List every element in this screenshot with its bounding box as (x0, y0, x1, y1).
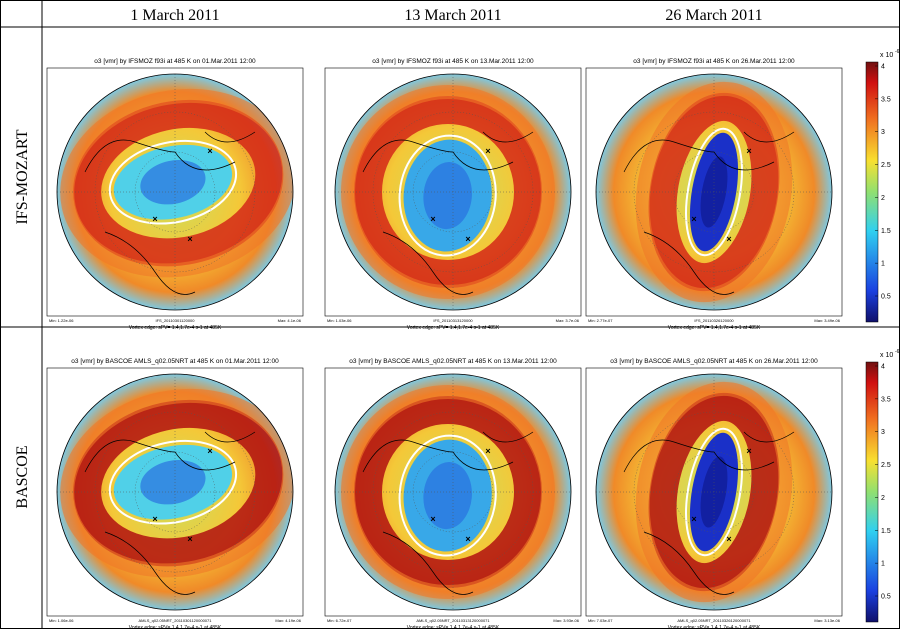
column-header: 26 March 2011 (665, 7, 762, 24)
colorbar-tick-label: 2 (881, 495, 885, 502)
station-marker: × (485, 446, 490, 456)
colorbar-tick-label: 1 (881, 561, 885, 568)
colorbar-tick-label: 1.5 (881, 528, 891, 535)
panel-title: o3 [vmr] by IFSMOZ f93i at 485 K on 01.M… (94, 58, 256, 65)
colorbar-tick-label: 1 (881, 261, 885, 268)
map: × × × (335, 374, 571, 610)
min-label: Min: 6.72e-07 (327, 618, 352, 623)
colorbar-tick-label: 1.5 (881, 228, 891, 235)
vortex-caption: Vortex edge: sPV= 1.4,1.7e-4 s-1 at 485K (129, 325, 222, 331)
station-marker: × (726, 234, 731, 244)
panel-title: o3 [vmr] by IFSMOZ f93i at 485 K on 13.M… (372, 58, 534, 65)
map-layer: × × × (596, 374, 832, 610)
colorbar-tick-label: 3 (881, 129, 885, 136)
file-label: IFS_20110326120000 (694, 318, 734, 323)
min-label: Min: 7.03e-07 (588, 618, 613, 623)
colorbar-exponent-base: x 10 (880, 52, 893, 59)
station-marker: × (430, 514, 435, 524)
station-marker: × (187, 234, 192, 244)
vortex-caption: Vortex edge: sPV= 1.4,1.7e-4 s-1 at 485K (668, 625, 761, 629)
colorbar-tick-label: 2.5 (881, 462, 891, 469)
min-label: Min: 1.06e-06 (49, 618, 74, 623)
file-label: AMLS_q02.05NRT_20110313120000071 (416, 618, 490, 623)
map: × × × (596, 74, 832, 310)
station-marker: × (207, 146, 212, 156)
colorbar-exponent: -6 (895, 349, 900, 355)
vortex-caption: Vortex edge: sPV= 1.4,1.7e-4 s-1 at 485K (129, 625, 222, 629)
station-marker: × (430, 214, 435, 224)
colorbar-tick-label: 4 (881, 364, 885, 371)
min-label: Min: 1.22e-06 (49, 318, 74, 323)
file-label: AMLS_q02.05NRT_20110301120000071 (139, 618, 213, 623)
station-marker: × (485, 146, 490, 156)
file-label: IFS_20110313120000 (433, 318, 473, 323)
colorbar-tick-label: 2 (881, 195, 885, 202)
row-header: BASCOE (14, 445, 31, 508)
max-label: Max: 3.93e-06 (553, 618, 579, 623)
colorbar-tick-label: 2.5 (881, 162, 891, 169)
vortex-caption: Vortex edge: sPV= 1.4,1.7e-4 s-1 at 485K (407, 325, 500, 331)
vortex-caption: Vortex edge: sPV= 1.4,1.7e-4 s-1 at 485K (668, 325, 761, 331)
colorbar-tick-label: 4 (881, 64, 885, 71)
panel-title: o3 [vmr] by BASCOE AMLS_q02.05NRT at 485… (71, 358, 279, 365)
colorbar-exponent: -6 (895, 49, 900, 55)
colorbar-tick-label: 3 (881, 429, 885, 436)
file-label: AMLS_q02.05NRT_20110326120000071 (677, 618, 751, 623)
max-label: Max: 3.13e-06 (814, 618, 840, 623)
station-marker: × (187, 534, 192, 544)
station-marker: × (726, 534, 731, 544)
min-label: Min: 1.03e-06 (327, 318, 352, 323)
colorbar (866, 62, 878, 322)
map: × × × (335, 74, 571, 310)
station-marker: × (691, 514, 696, 524)
station-marker: × (465, 234, 470, 244)
row-header: IFS-MOZART (14, 129, 31, 224)
file-label: IFS_20110301120000 (156, 318, 196, 323)
station-marker: × (152, 214, 157, 224)
station-marker: × (691, 214, 696, 224)
station-marker: × (207, 446, 212, 456)
max-label: Max: 3.7e-06 (556, 318, 580, 323)
station-marker: × (465, 534, 470, 544)
panel-title: o3 [vmr] by IFSMOZ f93i at 485 K on 26.M… (633, 58, 795, 65)
station-marker: × (152, 514, 157, 524)
min-label: Min: 2.77e-07 (588, 318, 613, 323)
colorbar-tick-label: 3.5 (881, 396, 891, 403)
colorbar-tick-label: 0.5 (881, 594, 891, 601)
max-label: Max: 3.49e-06 (814, 318, 840, 323)
column-header: 1 March 2011 (130, 7, 219, 24)
station-marker: × (746, 446, 751, 456)
column-header: 13 March 2011 (404, 7, 501, 24)
map-layer: × × × (596, 74, 832, 310)
map-layer: × × × (335, 374, 571, 610)
colorbar-exponent-base: x 10 (880, 352, 893, 359)
max-label: Max: 4.1e-06 (278, 318, 302, 323)
panel-title: o3 [vmr] by BASCOE AMLS_q02.05NRT at 485… (349, 358, 557, 365)
colorbar-tick-label: 0.5 (881, 294, 891, 301)
colorbar-tick-label: 3.5 (881, 96, 891, 103)
figure: 1 March 2011 13 March 2011 26 March 2011 IF… (0, 0, 900, 629)
max-label: Max: 4.19e-06 (275, 618, 301, 623)
colorbar (866, 362, 878, 622)
map: × × × (596, 374, 832, 610)
panel-title: o3 [vmr] by BASCOE AMLS_q02.05NRT at 485… (610, 358, 818, 365)
station-marker: × (746, 146, 751, 156)
map-layer: × × × (335, 74, 571, 310)
vortex-caption: Vortex edge: sPV= 1.4,1.7e-4 s-1 at 485K (407, 625, 500, 629)
